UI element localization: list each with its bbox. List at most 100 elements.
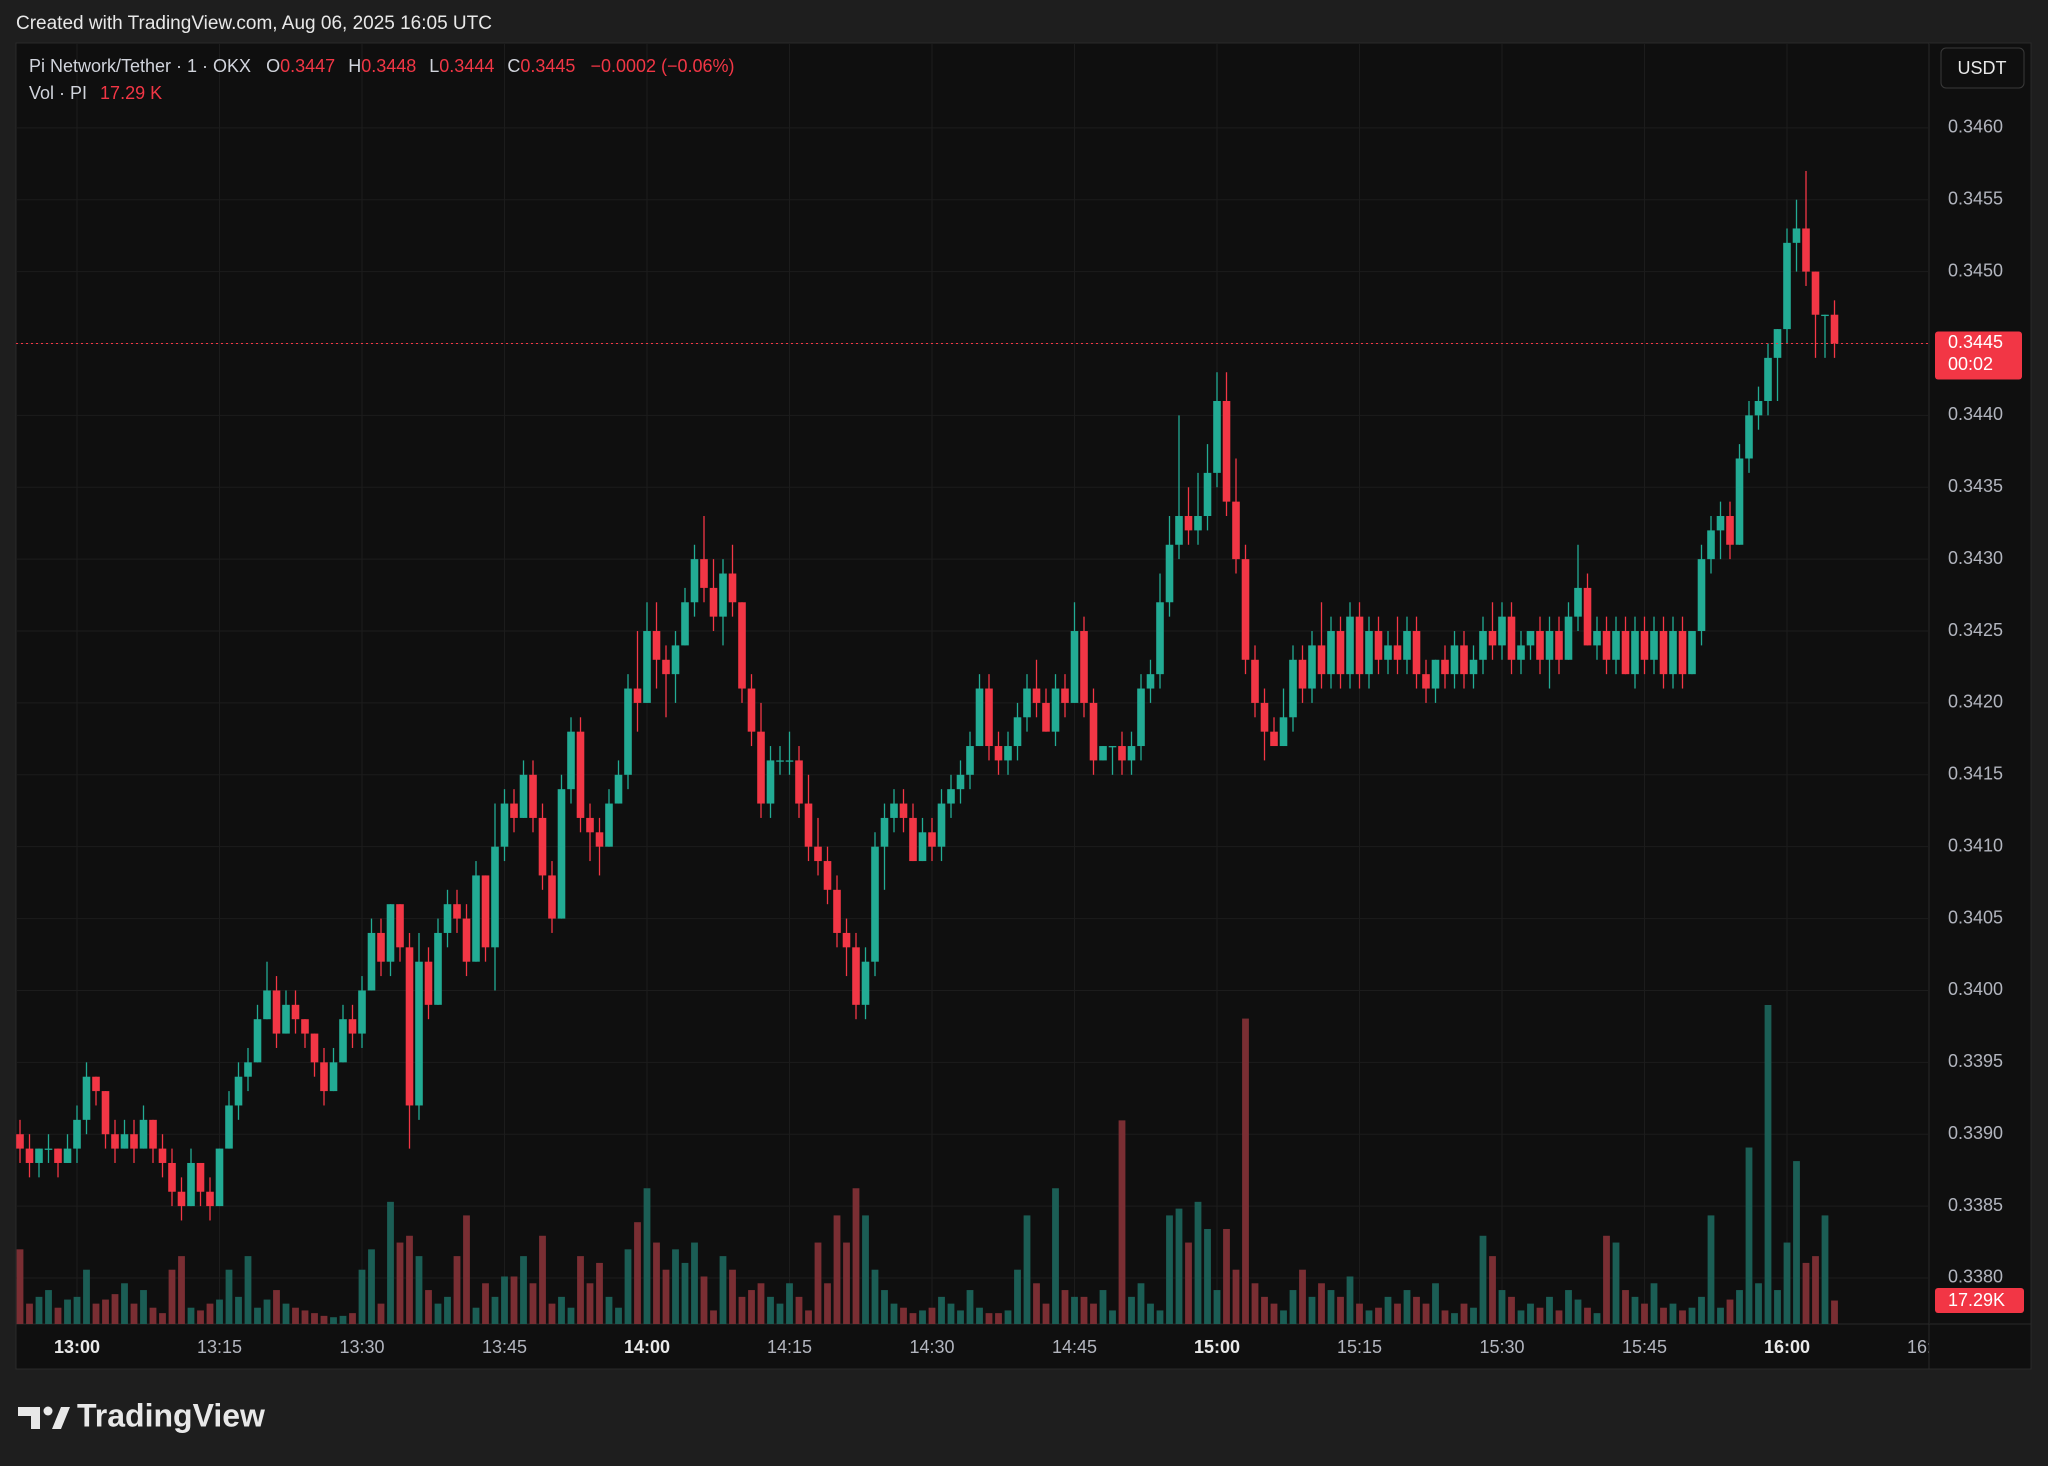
volume-bar bbox=[168, 1269, 176, 1324]
volume-bar bbox=[1327, 1290, 1335, 1324]
candle-body bbox=[1441, 659, 1449, 675]
volume-bar bbox=[1593, 1313, 1601, 1324]
volume-bar bbox=[491, 1296, 499, 1324]
volume-bar bbox=[539, 1235, 546, 1324]
y-tick-label: 0.3460 bbox=[1948, 117, 2003, 137]
volume-bar bbox=[1783, 1242, 1791, 1324]
candle-body bbox=[766, 760, 775, 804]
volume-bar bbox=[1451, 1313, 1458, 1324]
volume-bar bbox=[1546, 1296, 1553, 1324]
volume-bar bbox=[947, 1303, 955, 1324]
candle-body bbox=[1583, 587, 1592, 646]
volume-bar bbox=[681, 1262, 689, 1324]
candle-body bbox=[1289, 659, 1297, 718]
candle-body bbox=[377, 932, 385, 962]
volume-bar bbox=[928, 1307, 936, 1324]
x-tick-label: 15:15 bbox=[1337, 1337, 1382, 1357]
candle-body bbox=[1726, 516, 1734, 545]
candle-body bbox=[1032, 688, 1041, 703]
volume-bar bbox=[1280, 1310, 1287, 1324]
volume-bar bbox=[92, 1303, 100, 1324]
volume-bar bbox=[843, 1242, 850, 1324]
volume-bar bbox=[938, 1296, 945, 1324]
candle-body bbox=[120, 1134, 129, 1149]
volume-bar bbox=[653, 1242, 660, 1324]
volume-bar bbox=[1090, 1303, 1097, 1324]
volume-bar bbox=[558, 1296, 565, 1324]
volume-bar bbox=[1109, 1310, 1116, 1324]
candle-body bbox=[538, 817, 547, 876]
candle-body bbox=[814, 846, 822, 862]
candle-body bbox=[1621, 631, 1630, 675]
candle-body bbox=[1298, 659, 1307, 689]
currency-button[interactable] bbox=[1940, 47, 2025, 89]
candle-body bbox=[149, 1119, 157, 1149]
y-tick-label: 0.3440 bbox=[1948, 404, 2003, 424]
volume-bar bbox=[1080, 1296, 1088, 1324]
candle-body bbox=[937, 803, 946, 847]
candle-body bbox=[1099, 746, 1107, 761]
candle-body bbox=[1526, 631, 1535, 646]
l-value: 0.3444 bbox=[439, 56, 494, 76]
candle-body bbox=[130, 1134, 138, 1149]
logo-dot bbox=[43, 1406, 53, 1416]
logo: TradingView bbox=[18, 1397, 265, 1433]
c-value: 0.3445 bbox=[520, 56, 575, 76]
candle-body bbox=[662, 659, 670, 675]
candle-body bbox=[804, 803, 813, 847]
candle-body bbox=[187, 1162, 195, 1207]
legend-line: Pi Network/Tether · 1 · OKX O0.3447 H0.3… bbox=[29, 56, 735, 76]
volume-bar bbox=[444, 1296, 451, 1324]
candle-body bbox=[491, 846, 499, 948]
volume-bar bbox=[1422, 1303, 1430, 1324]
volume-bar bbox=[719, 1256, 727, 1324]
volume-bar bbox=[1023, 1215, 1031, 1324]
volume-bar bbox=[567, 1307, 575, 1324]
volume-bar bbox=[1641, 1303, 1648, 1324]
candle-body bbox=[1650, 631, 1658, 660]
currency-label[interactable]: USDT bbox=[1958, 58, 2007, 78]
candle-body bbox=[1517, 645, 1525, 660]
volume-bar bbox=[624, 1249, 632, 1324]
candle-body bbox=[928, 832, 936, 847]
volume-bar bbox=[358, 1269, 366, 1324]
candle-body bbox=[367, 932, 376, 991]
candle-body bbox=[1631, 631, 1639, 675]
volume-bar bbox=[64, 1299, 71, 1324]
volume-bar bbox=[387, 1201, 394, 1324]
candle-body bbox=[1564, 616, 1573, 660]
x-tick-label: 14:30 bbox=[909, 1337, 954, 1357]
x-tick-label: 15:00 bbox=[1194, 1337, 1240, 1357]
volume-bar bbox=[377, 1303, 385, 1324]
candle-body bbox=[1070, 631, 1079, 703]
candle-body bbox=[1412, 631, 1421, 675]
candle-body bbox=[92, 1076, 100, 1092]
volume-bar bbox=[1612, 1242, 1620, 1324]
h-value: 0.3448 bbox=[361, 56, 416, 76]
x-tick-label: 16:15 bbox=[1907, 1337, 1952, 1357]
volume-bar bbox=[738, 1296, 746, 1324]
volume-bar bbox=[976, 1307, 983, 1324]
volume-bar bbox=[1441, 1310, 1449, 1324]
candle-body bbox=[434, 932, 442, 1005]
candle-body bbox=[1146, 674, 1155, 689]
candle-body bbox=[320, 1062, 328, 1092]
candle-body bbox=[244, 1062, 252, 1077]
candle-body bbox=[1308, 645, 1316, 689]
candle-body bbox=[833, 889, 841, 933]
candle-body bbox=[861, 961, 870, 1005]
candle-body bbox=[576, 731, 585, 818]
candle-body bbox=[1669, 631, 1677, 675]
volume-bar bbox=[1346, 1276, 1354, 1324]
candle-body bbox=[1251, 659, 1259, 703]
y-tick-label: 0.3435 bbox=[1948, 476, 2003, 496]
candle-body bbox=[177, 1191, 186, 1207]
volume-bar bbox=[206, 1303, 214, 1324]
volume-bar bbox=[482, 1283, 489, 1324]
candle-body bbox=[1707, 530, 1715, 560]
candle-body bbox=[1222, 400, 1231, 502]
candle-body bbox=[947, 789, 955, 804]
candle-body bbox=[1317, 645, 1326, 675]
candle-body bbox=[899, 803, 908, 818]
volume-bar bbox=[1726, 1299, 1734, 1324]
